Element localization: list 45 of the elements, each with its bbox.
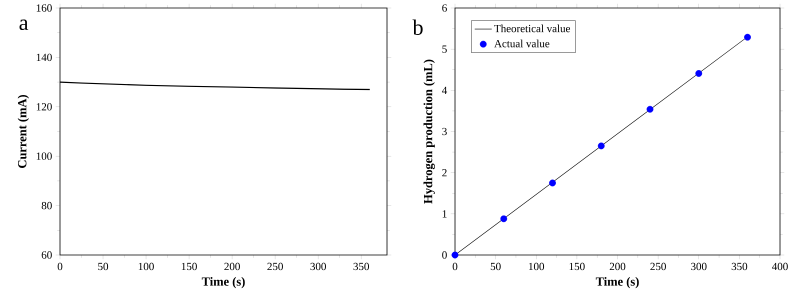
y-axis-title: Current (mA) bbox=[18, 95, 29, 168]
x-tick-label: 50 bbox=[98, 262, 108, 270]
x-tick-label: 150 bbox=[570, 262, 585, 270]
x-tick-label: 400 bbox=[772, 262, 788, 270]
point bbox=[452, 252, 458, 258]
x-tick-label: 300 bbox=[310, 262, 326, 270]
point bbox=[598, 142, 605, 150]
chart-title: b bbox=[412, 20, 423, 35]
y-tick-label: 4 bbox=[442, 86, 448, 94]
x-tick-label: 300 bbox=[691, 262, 707, 270]
y-axis-title: Hydrogen production (mL) bbox=[424, 60, 435, 204]
y-tick-label: 140 bbox=[36, 54, 52, 62]
x-tick-label: 100 bbox=[138, 262, 154, 270]
point bbox=[695, 70, 702, 77]
y-tick-label: 0 bbox=[442, 251, 447, 259]
x-tick-label: 350 bbox=[732, 262, 748, 270]
point bbox=[744, 34, 751, 41]
legend-label: Theoretical value bbox=[494, 24, 570, 32]
x-axis-title: Time (s) bbox=[596, 277, 639, 288]
x-tick-label: 250 bbox=[267, 262, 283, 270]
x-tick-label: 250 bbox=[650, 262, 666, 270]
legend-label: Actual value bbox=[494, 40, 550, 48]
x-tick-label: 0 bbox=[452, 262, 458, 270]
y-tick-label: 100 bbox=[36, 152, 52, 160]
y-tick-label: 3 bbox=[442, 128, 447, 136]
x-tick-label: 150 bbox=[182, 262, 197, 270]
y-tick-label: 5 bbox=[442, 46, 447, 53]
point bbox=[646, 106, 654, 113]
point bbox=[500, 215, 508, 222]
x-tick-label: 350 bbox=[354, 262, 369, 270]
y-tick-label: 120 bbox=[36, 103, 52, 110]
y-tick-label: 160 bbox=[36, 4, 52, 12]
y-tick-label: 1 bbox=[442, 210, 447, 218]
y-tick-label: 6 bbox=[442, 4, 447, 12]
y-tick-label: 60 bbox=[42, 251, 52, 259]
x-tick-label: 200 bbox=[610, 262, 626, 270]
x-tick-label: 50 bbox=[490, 262, 501, 270]
x-tick-label: 200 bbox=[224, 262, 240, 270]
y-tick-label: 2 bbox=[442, 169, 447, 176]
x-tick-label: 0 bbox=[58, 262, 62, 270]
chart-title: a bbox=[20, 20, 28, 30]
x-axis-title: Time (s) bbox=[202, 277, 245, 288]
x-tick-label: 100 bbox=[529, 262, 544, 270]
y-tick-label: 80 bbox=[42, 202, 52, 210]
point bbox=[549, 180, 556, 186]
